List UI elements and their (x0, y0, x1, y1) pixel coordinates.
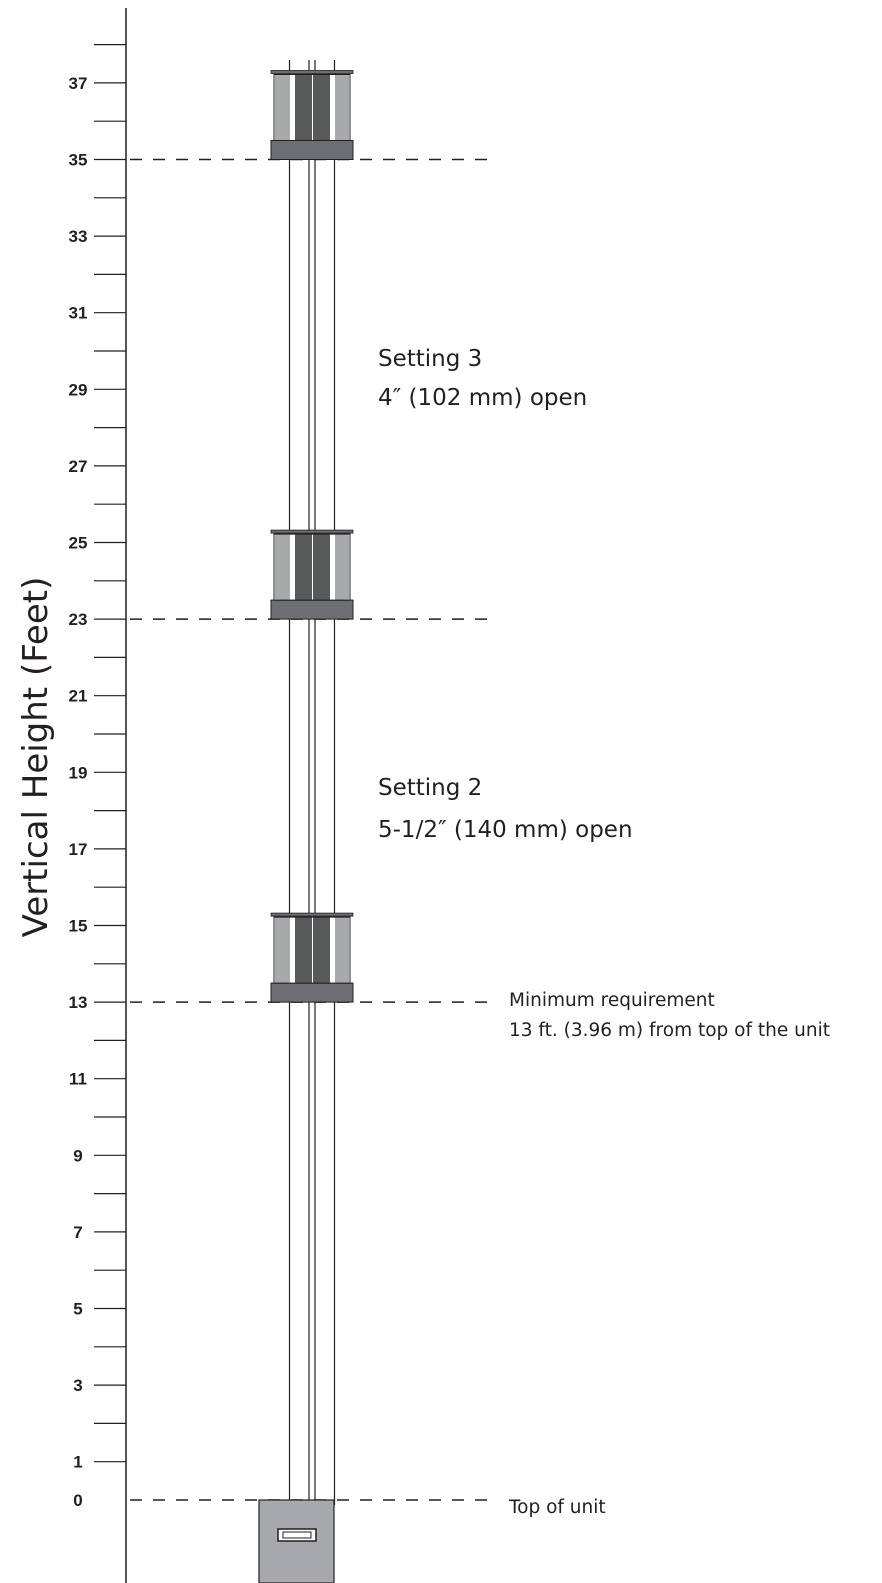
damper-assembly (270, 529, 354, 620)
setting2-title: Setting 2 (378, 775, 482, 801)
tick-label: 31 (69, 304, 88, 323)
axis-title: Vertical Height (Feet) (16, 577, 56, 938)
top-of-unit-label: Top of unit (508, 1497, 606, 1518)
reference-lines (130, 158, 492, 1501)
tick-label: 29 (69, 380, 88, 399)
minimum-detail: 13 ft. (3.96 m) from top of the unit (509, 1020, 830, 1041)
tick-label: 23 (69, 610, 88, 629)
tick-label: 5 (73, 1300, 82, 1319)
tick-label: 27 (69, 457, 88, 476)
tick-label: 13 (69, 993, 88, 1012)
tick-label: 9 (73, 1146, 82, 1165)
tick-label: 19 (69, 763, 88, 782)
setting3-detail: 4″ (102 mm) open (378, 385, 587, 411)
tick-label: 21 (69, 687, 88, 706)
tick-label: 33 (69, 227, 88, 246)
tick-label: 11 (69, 1070, 87, 1089)
damper-layer (270, 70, 354, 1003)
tick-label: 0 (73, 1491, 82, 1510)
tick-label: 37 (69, 74, 88, 93)
tick-label: 7 (73, 1223, 82, 1242)
damper-assembly (270, 70, 354, 160)
unit-block (258, 1499, 335, 1583)
setting3-title: Setting 3 (378, 346, 482, 372)
damper-assembly (270, 912, 354, 1003)
tick-label: 15 (69, 917, 88, 936)
riser-pipe (288, 60, 336, 1505)
tick-label: 35 (69, 151, 88, 170)
setting2-detail: 5-1/2″ (140 mm) open (378, 817, 633, 843)
tick-label: 25 (69, 534, 88, 553)
tick-label: 3 (73, 1376, 82, 1395)
minimum-title: Minimum requirement (509, 990, 715, 1011)
tick-label: 17 (69, 840, 88, 859)
tick-label: 1 (73, 1453, 82, 1472)
